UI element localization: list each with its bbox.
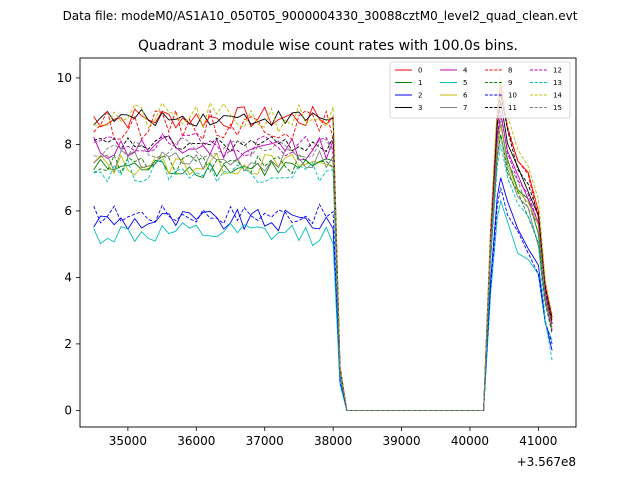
- data-file-label: Data file: modeM0/AS1A10_050T05_90000043…: [63, 9, 578, 23]
- series-line-1: [93, 124, 553, 411]
- x-tick-label: 36000: [177, 434, 215, 448]
- legend-label-9: 9: [508, 79, 512, 87]
- y-tick-label: 0: [64, 403, 72, 417]
- y-tick-label: 8: [64, 137, 72, 151]
- series-line-5: [93, 199, 553, 411]
- series-line-13: [93, 144, 553, 411]
- series-line-10: [93, 187, 553, 411]
- legend-label-7: 7: [463, 104, 467, 112]
- legend-label-5: 5: [463, 79, 467, 87]
- plot-area: 35000 36000 37000 38000 39000 40000 41000 0 2 4 6…: [57, 57, 577, 448]
- legend-box: [389, 61, 571, 119]
- axes-frame: [79, 57, 577, 428]
- y-tick-label: 4: [64, 270, 72, 284]
- x-offset-label: +3.567e8: [517, 455, 576, 469]
- legend-label-2: 2: [418, 92, 422, 100]
- legend-label-4: 4: [463, 67, 468, 75]
- series-line-6: [93, 124, 553, 411]
- y-tick-label: 6: [64, 204, 72, 218]
- legend-label-1: 1: [418, 79, 422, 87]
- legend-label-14: 14: [553, 92, 562, 100]
- legend-label-10: 10: [508, 92, 517, 100]
- x-tick-label: 41000: [519, 434, 557, 448]
- legend-label-3: 3: [418, 104, 422, 112]
- x-axis: 35000 36000 37000 38000 39000 40000 41000: [109, 427, 557, 448]
- series-line-2: [93, 177, 553, 411]
- legend-label-13: 13: [553, 79, 562, 87]
- legend-label-6: 6: [463, 92, 468, 100]
- series-line-11: [93, 94, 553, 411]
- series-line-15: [93, 121, 553, 411]
- x-tick-label: 38000: [314, 434, 352, 448]
- legend-label-15: 15: [553, 104, 562, 112]
- legend-label-8: 8: [508, 67, 512, 75]
- chart-title: Quadrant 3 module wise count rates with …: [138, 38, 518, 54]
- x-tick-label: 37000: [246, 434, 284, 448]
- series-layer: [93, 77, 553, 411]
- y-axis: 0 2 4 6 8 10: [57, 71, 80, 417]
- x-tick-label: 35000: [109, 434, 147, 448]
- y-tick-label: 10: [57, 71, 72, 85]
- y-tick-label: 2: [64, 337, 72, 351]
- series-line-14: [93, 77, 553, 411]
- legend-label-11: 11: [508, 104, 517, 112]
- x-tick-label: 39000: [382, 434, 420, 448]
- legend-label-12: 12: [553, 67, 562, 75]
- legend-label-0: 0: [418, 67, 422, 75]
- x-tick-label: 40000: [451, 434, 489, 448]
